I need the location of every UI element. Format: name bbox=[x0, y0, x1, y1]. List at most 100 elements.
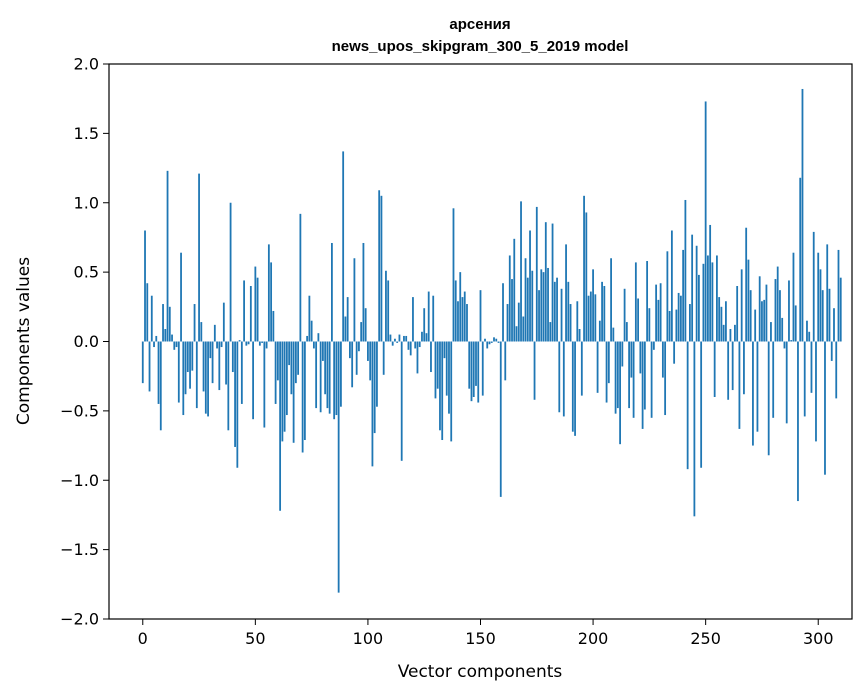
bar bbox=[481, 341, 484, 396]
bar bbox=[837, 249, 840, 342]
bar bbox=[761, 301, 763, 342]
chart-subtitle: news_upos_skipgram_300_5_2019 model bbox=[332, 38, 629, 55]
bar bbox=[799, 177, 802, 342]
bar bbox=[693, 341, 696, 517]
bar bbox=[249, 286, 252, 342]
bar bbox=[781, 317, 784, 342]
bar bbox=[373, 341, 376, 434]
bar bbox=[702, 263, 705, 342]
bar bbox=[310, 320, 313, 342]
bar bbox=[360, 322, 363, 342]
y-tick-label: −1.5 bbox=[60, 540, 99, 559]
bar bbox=[815, 341, 817, 442]
y-tick-label: −0.5 bbox=[60, 401, 99, 420]
bar bbox=[470, 341, 473, 402]
bar bbox=[610, 258, 612, 342]
bar bbox=[333, 341, 336, 420]
bar bbox=[497, 341, 500, 343]
bars-group bbox=[141, 88, 842, 593]
bar bbox=[718, 297, 721, 342]
bar bbox=[596, 341, 599, 393]
bar bbox=[542, 272, 545, 342]
bar bbox=[670, 230, 673, 342]
bar bbox=[560, 288, 563, 342]
y-tick-label: 0.0 bbox=[74, 332, 99, 351]
bar bbox=[164, 329, 167, 342]
bar bbox=[763, 299, 766, 342]
bar bbox=[198, 173, 200, 342]
bar bbox=[729, 329, 732, 342]
bar bbox=[346, 297, 349, 342]
bar bbox=[720, 306, 723, 342]
bar bbox=[839, 277, 842, 342]
bar bbox=[686, 341, 689, 470]
x-axis-label: Vector components bbox=[398, 662, 563, 682]
bar bbox=[319, 341, 322, 413]
bar bbox=[652, 341, 655, 350]
bar bbox=[598, 320, 601, 342]
bar bbox=[770, 322, 772, 342]
bar bbox=[335, 341, 338, 416]
bar bbox=[677, 292, 680, 342]
bar bbox=[367, 341, 369, 361]
bar bbox=[290, 341, 293, 395]
bar bbox=[619, 341, 621, 445]
bar bbox=[558, 341, 561, 413]
y-tick-label: −2.0 bbox=[60, 610, 99, 629]
y-axis-label: Components values bbox=[14, 257, 34, 425]
bar bbox=[725, 301, 727, 342]
bar bbox=[540, 269, 543, 342]
bar bbox=[256, 277, 259, 342]
y-tick-label: 1.0 bbox=[74, 193, 99, 212]
bar bbox=[171, 334, 173, 342]
bar bbox=[524, 258, 527, 342]
bar bbox=[403, 335, 405, 342]
x-tick-label: 150 bbox=[465, 629, 496, 648]
bar bbox=[502, 283, 504, 342]
bar bbox=[806, 320, 808, 342]
bar bbox=[752, 341, 754, 446]
bar bbox=[281, 341, 284, 442]
bar bbox=[180, 252, 182, 342]
bar bbox=[747, 259, 750, 342]
bar bbox=[522, 316, 525, 342]
bar bbox=[412, 297, 414, 342]
bar bbox=[533, 341, 536, 400]
bar bbox=[607, 341, 610, 384]
bar bbox=[508, 255, 511, 342]
bar bbox=[756, 341, 759, 432]
bar bbox=[331, 242, 333, 342]
bar bbox=[576, 301, 579, 342]
bar bbox=[794, 305, 797, 342]
bar bbox=[312, 341, 315, 349]
bar bbox=[292, 341, 295, 443]
bar bbox=[394, 338, 396, 342]
bar bbox=[709, 224, 712, 342]
y-tick-label: 0.5 bbox=[74, 263, 99, 282]
bar bbox=[605, 341, 608, 403]
bar bbox=[378, 190, 381, 342]
x-tick-label: 0 bbox=[138, 629, 148, 648]
bar bbox=[774, 279, 777, 342]
bar bbox=[513, 238, 516, 342]
bar bbox=[425, 333, 428, 342]
bar bbox=[580, 341, 583, 396]
bar bbox=[328, 341, 331, 414]
bar bbox=[628, 341, 630, 409]
bar bbox=[209, 341, 212, 359]
bar bbox=[362, 242, 365, 342]
bar bbox=[427, 291, 430, 342]
bar bbox=[734, 324, 736, 342]
bar bbox=[810, 341, 813, 393]
bar bbox=[544, 222, 547, 342]
bar bbox=[565, 244, 567, 342]
bar bbox=[141, 341, 144, 384]
bar bbox=[493, 337, 495, 342]
bar bbox=[231, 341, 234, 373]
bar bbox=[648, 308, 651, 342]
bar bbox=[592, 269, 594, 342]
bar bbox=[418, 341, 421, 348]
bar bbox=[245, 341, 248, 346]
bar bbox=[441, 341, 444, 441]
bar bbox=[738, 341, 741, 429]
